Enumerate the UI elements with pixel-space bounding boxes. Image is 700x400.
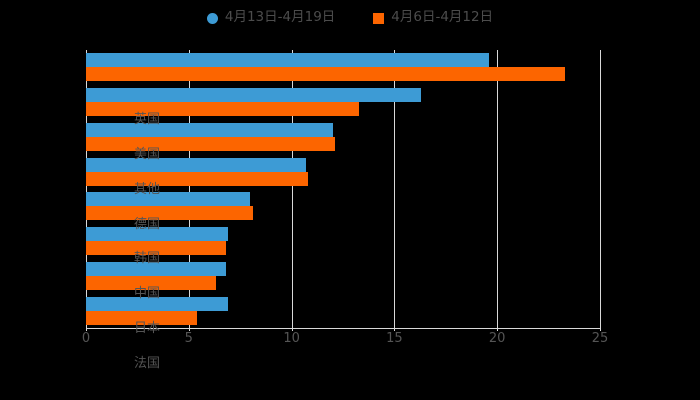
x-tick-mark-15 — [394, 327, 396, 331]
bar-1-series-1[interactable] — [86, 102, 360, 117]
bar-group-4 — [86, 192, 600, 221]
bar-6-series-1[interactable] — [86, 275, 216, 290]
legend-label-0: 4月13日-4月19日 — [224, 9, 336, 26]
bar-2-series-1[interactable] — [86, 136, 335, 151]
category-label-1: 美国 — [133, 147, 160, 163]
bar-7-series-0[interactable] — [86, 296, 228, 311]
x-tick-label-25: 25 — [591, 331, 609, 346]
x-tick-label-0: 0 — [81, 331, 91, 346]
bar-group-0 — [86, 53, 600, 82]
x-tick-label-15: 15 — [386, 331, 403, 346]
category-label-4: 韩国 — [133, 251, 160, 267]
category-labels: 英国美国其他德国韩国中国日本法国 — [134, 100, 686, 378]
bar-6-series-0[interactable] — [86, 261, 226, 276]
bar-1-series-0[interactable] — [86, 88, 422, 103]
chart-legend: 4月13日-4月19日 4月6日-4月12日 — [0, 6, 700, 30]
x-tick-mark-5 — [188, 327, 190, 331]
gridline-5 — [188, 50, 190, 328]
x-tick-mark-20 — [497, 327, 499, 331]
bar-3-series-0[interactable] — [86, 157, 306, 172]
x-tick-label-5: 5 — [184, 331, 193, 346]
category-label-2: 其他 — [133, 181, 160, 197]
gridline-25 — [600, 50, 601, 328]
legend-marker-circle-blue — [206, 12, 218, 24]
bar-group-3 — [86, 157, 600, 186]
x-tick-mark-25 — [600, 327, 601, 331]
bar-group-7 — [86, 296, 600, 325]
bar-group-2 — [86, 122, 600, 151]
x-axis-tick-labels: 0 5 10 15 20 25 — [82, 327, 608, 355]
legend-label-1: 4月6日-4月12日 — [391, 9, 494, 26]
x-tick-mark-0 — [86, 327, 87, 331]
gridline-20 — [497, 50, 499, 328]
bar-4-series-1[interactable] — [86, 206, 253, 221]
legend-marker-square-orange — [373, 12, 385, 24]
legend-item-0[interactable]: 4月13日-4月19日 — [206, 9, 336, 26]
gridline-10 — [291, 50, 293, 328]
bar-7-series-1[interactable] — [86, 310, 198, 325]
x-tick-mark-10 — [291, 327, 293, 331]
bar-5-series-1[interactable] — [86, 241, 226, 256]
bar-3-series-1[interactable] — [86, 171, 309, 186]
plot-area: 英国美国其他德国韩国中国日本法国 — [86, 50, 601, 371]
x-axis-line — [86, 328, 601, 329]
bar-group-1 — [86, 88, 600, 117]
bar-5-series-0[interactable] — [86, 227, 228, 242]
category-label-6: 日本 — [133, 320, 160, 336]
legend-item-1[interactable]: 4月6日-4月12日 — [373, 11, 493, 25]
category-label-7: 法国 — [133, 355, 160, 371]
x-tick-label-20: 20 — [488, 331, 506, 346]
bar-4-series-0[interactable] — [86, 192, 251, 207]
x-tick-label-10: 10 — [283, 331, 300, 346]
bar-2-series-0[interactable] — [86, 122, 333, 137]
gridline-15 — [394, 50, 396, 328]
category-label-5: 中国 — [133, 286, 160, 302]
bar-group-6 — [86, 261, 600, 290]
bar-0-series-1[interactable] — [86, 67, 566, 82]
bar-0-series-0[interactable] — [86, 53, 489, 68]
category-label-0: 英国 — [133, 112, 160, 128]
bar-group-5 — [86, 227, 600, 256]
gridline-0 — [86, 50, 87, 328]
category-label-3: 德国 — [133, 216, 160, 232]
